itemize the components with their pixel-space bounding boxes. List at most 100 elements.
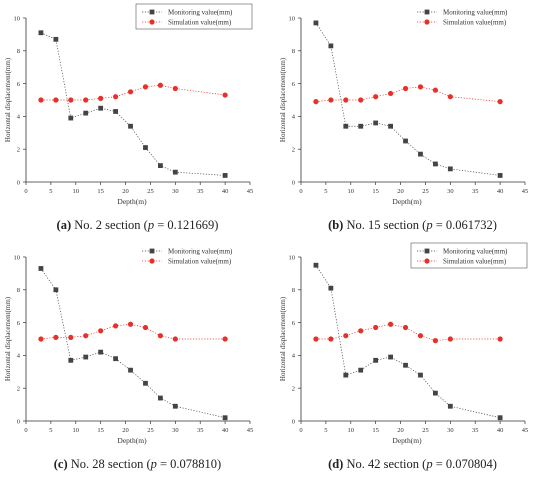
y-tick-label: 4 xyxy=(17,353,21,360)
caption-p: p xyxy=(150,457,157,471)
simulation-point xyxy=(343,333,349,339)
caption-value: = 0.121669) xyxy=(154,218,219,232)
series-simulation xyxy=(313,321,503,344)
y-tick-label: 2 xyxy=(17,386,20,393)
monitoring-point xyxy=(358,367,364,373)
simulation-point xyxy=(83,333,89,339)
monitoring-point xyxy=(433,161,438,167)
x-tick-label: 15 xyxy=(372,427,379,434)
series-simulation xyxy=(38,82,228,103)
monitoring-point xyxy=(328,43,334,49)
legend-label-monitoring: Monitoring value(mm) xyxy=(443,247,508,255)
x-tick-label: 25 xyxy=(422,427,429,434)
simulation-point xyxy=(53,334,59,340)
x-tick-label: 0 xyxy=(24,427,27,434)
simulation-line xyxy=(40,84,226,101)
monitoring-point xyxy=(447,166,453,172)
monitoring-point xyxy=(388,123,393,129)
legend-label-simulation: Simulation value(mm) xyxy=(168,257,232,265)
x-tick-label: 5 xyxy=(49,427,52,434)
monitoring-point xyxy=(497,173,503,178)
simulation-point xyxy=(172,336,178,342)
monitoring-point xyxy=(158,395,163,401)
x-tick-label: 35 xyxy=(472,188,479,195)
chart-panel-a: 0 5 10 15 20 25 30 35 40 45 0 2 4 6 8 10 Depth(m) Horizon… xyxy=(0,0,275,238)
y-axis-label: Horizontal displacement(mm) xyxy=(279,296,287,381)
monitoring-point xyxy=(158,163,163,168)
caption-d: (d) No. 42 section (p = 0.070804) xyxy=(275,457,550,472)
simulation-line xyxy=(315,86,501,102)
monitoring-point xyxy=(98,105,104,111)
x-tick-label: 0 xyxy=(299,188,302,195)
simulation-point xyxy=(497,99,503,105)
simulation-point xyxy=(98,328,104,334)
legend-marker-monitoring xyxy=(424,248,430,254)
x-tick-label: 30 xyxy=(447,188,454,195)
simulation-point xyxy=(53,97,59,103)
caption-p: p xyxy=(426,218,433,232)
simulation-point xyxy=(497,336,503,342)
x-tick-label: 0 xyxy=(299,427,302,434)
y-tick-label: 6 xyxy=(17,81,21,88)
y-axis-label: Horizontal displacement(mm) xyxy=(279,57,287,142)
x-tick-label: 10 xyxy=(73,188,80,195)
y-tick-label: 6 xyxy=(17,320,21,327)
legend-box xyxy=(410,242,528,269)
monitoring-point xyxy=(53,36,59,42)
x-tick-label: 10 xyxy=(348,188,355,195)
monitoring-point xyxy=(38,266,44,271)
chart-a: 0 5 10 15 20 25 30 35 40 45 0 2 4 6 8 10 Depth(m) Horizon… xyxy=(4,3,253,206)
simulation-point xyxy=(447,336,453,342)
simulation-point xyxy=(402,85,409,92)
caption-label: (b) xyxy=(328,218,344,232)
legend-marker-monitoring xyxy=(424,9,430,15)
x-tick-label: 25 xyxy=(422,188,429,195)
y-tick-label: 4 xyxy=(17,114,21,121)
legend: Monitoring value(mm) Simulation value(mm) xyxy=(142,247,233,265)
simulation-line xyxy=(315,323,501,341)
simulation-point xyxy=(157,333,163,339)
axes: 0 5 10 15 20 25 30 35 40 45 0 2 4 6 8 10 Depth(m) Horizon… xyxy=(279,254,528,445)
y-tick-label: 4 xyxy=(292,353,296,360)
simulation-point xyxy=(328,97,334,103)
x-tick-label: 40 xyxy=(222,427,229,434)
monitoring-point xyxy=(143,380,148,386)
monitoring-point xyxy=(358,123,364,129)
simulation-point xyxy=(157,82,163,88)
y-tick-label: 10 xyxy=(14,15,21,22)
simulation-point xyxy=(113,323,119,329)
caption-text: No. 28 section ( xyxy=(67,457,151,471)
simulation-point xyxy=(127,321,134,327)
monitoring-point xyxy=(68,115,74,121)
simulation-point xyxy=(222,336,228,342)
chart-c: 0 5 10 15 20 25 30 35 40 45 0 2 4 6 8 10 Depth(m) Horizon… xyxy=(4,247,253,445)
x-tick-label: 35 xyxy=(197,427,204,434)
chart-b: 0 5 10 15 20 25 30 35 40 45 0 2 4 6 8 10 Depth(m) Horizon… xyxy=(279,8,529,206)
simulation-point xyxy=(358,328,364,334)
y-tick-label: 8 xyxy=(17,48,20,55)
series-simulation xyxy=(38,321,228,342)
monitoring-point xyxy=(38,30,44,36)
y-tick-label: 0 xyxy=(292,179,295,186)
y-tick-label: 10 xyxy=(289,15,296,22)
series-monitoring xyxy=(313,20,503,178)
y-tick-label: 8 xyxy=(17,287,20,294)
simulation-point xyxy=(447,94,453,100)
simulation-point xyxy=(388,90,394,97)
x-tick-label: 45 xyxy=(522,188,529,195)
y-tick-label: 10 xyxy=(14,254,21,261)
simulation-point xyxy=(98,95,104,101)
monitoring-point xyxy=(343,372,349,378)
monitoring-line xyxy=(40,32,226,176)
x-axis-label: Depth(m) xyxy=(117,436,147,445)
y-tick-label: 2 xyxy=(292,147,295,154)
x-tick-label: 35 xyxy=(472,427,479,434)
simulation-point xyxy=(358,97,364,103)
simulation-point xyxy=(402,324,409,331)
simulation-point xyxy=(222,92,228,98)
caption-p: p xyxy=(426,457,433,471)
x-tick-label: 40 xyxy=(222,188,229,195)
x-tick-label: 20 xyxy=(397,427,404,434)
legend-label-simulation: Simulation value(mm) xyxy=(168,18,232,26)
simulation-point xyxy=(432,338,438,344)
